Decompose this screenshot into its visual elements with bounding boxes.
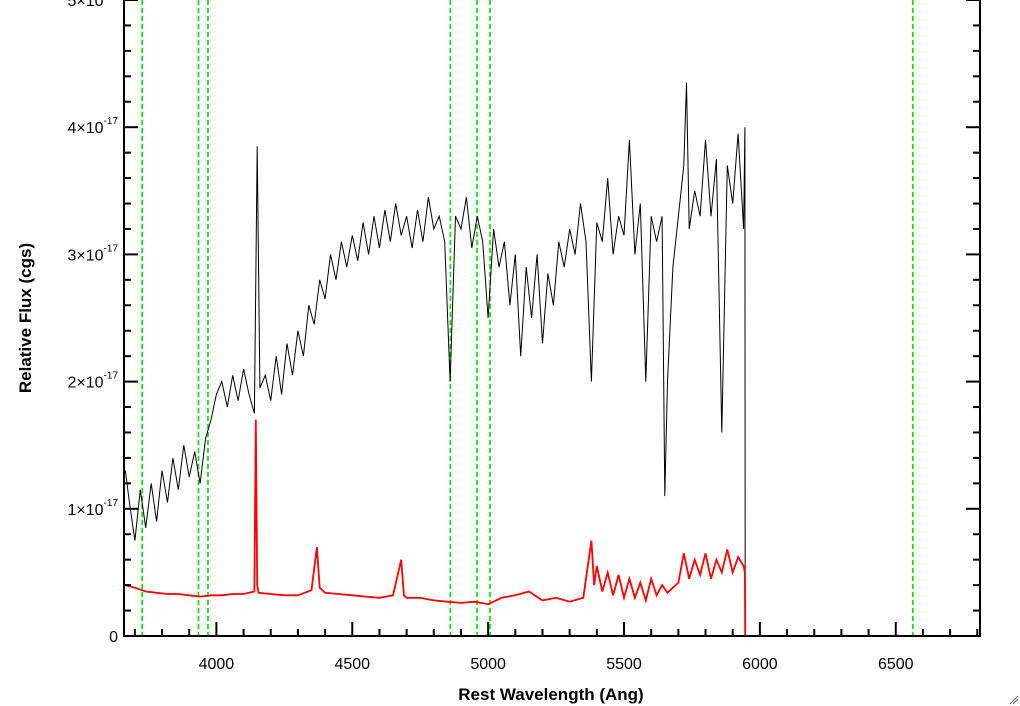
x-tick-label: 5500: [606, 656, 642, 673]
spectrum-series: [124, 82, 980, 636]
y-tick-label: 4×10-17: [68, 116, 119, 137]
y-tick-label: 5×10-17: [68, 0, 119, 10]
x-tick-label: 6000: [742, 656, 778, 673]
y-tick-label: 0: [109, 629, 118, 646]
x-tick-label: 4000: [199, 656, 235, 673]
y-axis: 0 1×10-17 2×10-17 3×10-17 4×10-17 5×10-17: [68, 0, 980, 646]
y-axis-title: Relative Flux (cgs): [16, 243, 35, 393]
resize-grip-icon[interactable]: [1009, 695, 1019, 705]
plot-frame: [123, 0, 981, 637]
y-tick-label: 3×10-17: [68, 243, 119, 264]
x-tick-label: 5000: [470, 656, 506, 673]
x-tick-label: 6500: [878, 656, 914, 673]
series-line-0: [124, 82, 746, 636]
x-axis: 4000 4500 5000 5500 6000 6500: [133, 622, 979, 673]
x-axis-title: Rest Wavelength (Ang): [458, 685, 643, 704]
series-line-1: [125, 419, 980, 636]
y-tick-label: 1×10-17: [68, 498, 119, 519]
y-tick-label: 2×10-17: [68, 371, 119, 392]
emission-line-markers: [141, 0, 914, 636]
x-tick-label: 4500: [334, 656, 370, 673]
